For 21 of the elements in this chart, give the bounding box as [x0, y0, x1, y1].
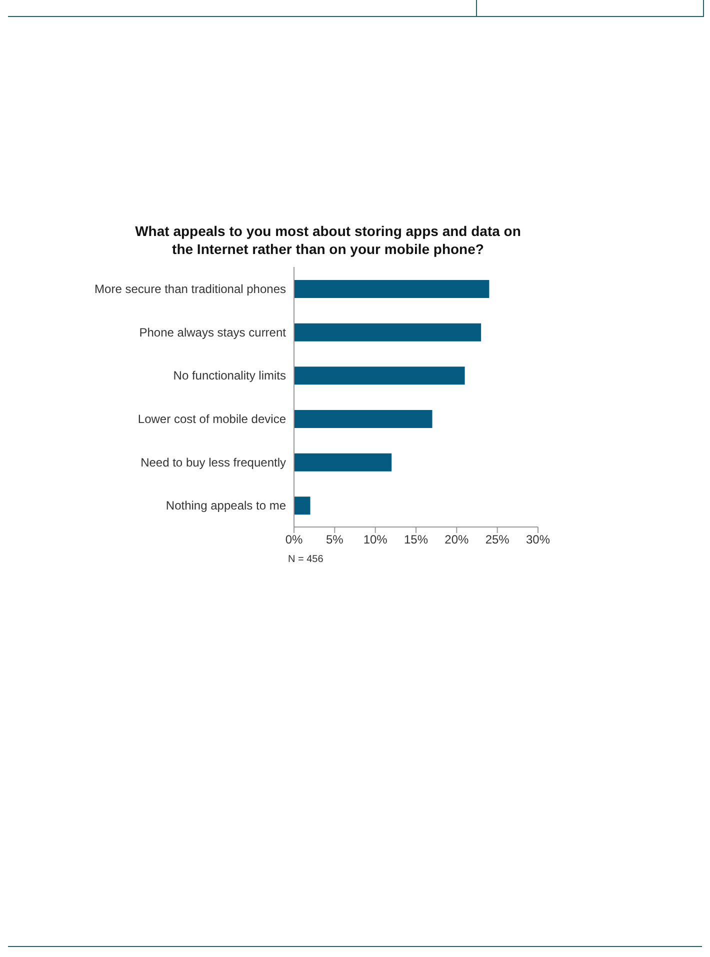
y-tick-label: No functionality limits [173, 368, 286, 383]
bar [294, 496, 310, 515]
bar [294, 323, 482, 342]
x-tick-label: 30% [526, 532, 550, 547]
y-tick-label: Need to buy less frequently [140, 455, 286, 470]
x-tick-label: 20% [444, 532, 469, 547]
y-tick-label: More secure than traditional phones [94, 282, 286, 296]
bar [294, 280, 490, 298]
chart-title: What appeals to you most about storing apps and data on the Internet rather than on your mobile phone? [134, 222, 522, 258]
y-tick-label: Phone always stays current [139, 325, 287, 340]
bar [294, 453, 392, 472]
x-tick-label: 5% [326, 532, 344, 547]
bar [294, 366, 465, 385]
x-tick-label: 15% [404, 532, 428, 547]
y-tick-label: Nothing appeals to me [166, 498, 286, 513]
y-tick-label: Lower cost of mobile device [138, 412, 286, 426]
bar [294, 410, 432, 428]
x-tick-label: 25% [485, 532, 510, 547]
x-tick-label: 10% [363, 532, 388, 547]
x-tick-label: 0% [285, 532, 303, 547]
text: N = 456 [288, 554, 324, 565]
